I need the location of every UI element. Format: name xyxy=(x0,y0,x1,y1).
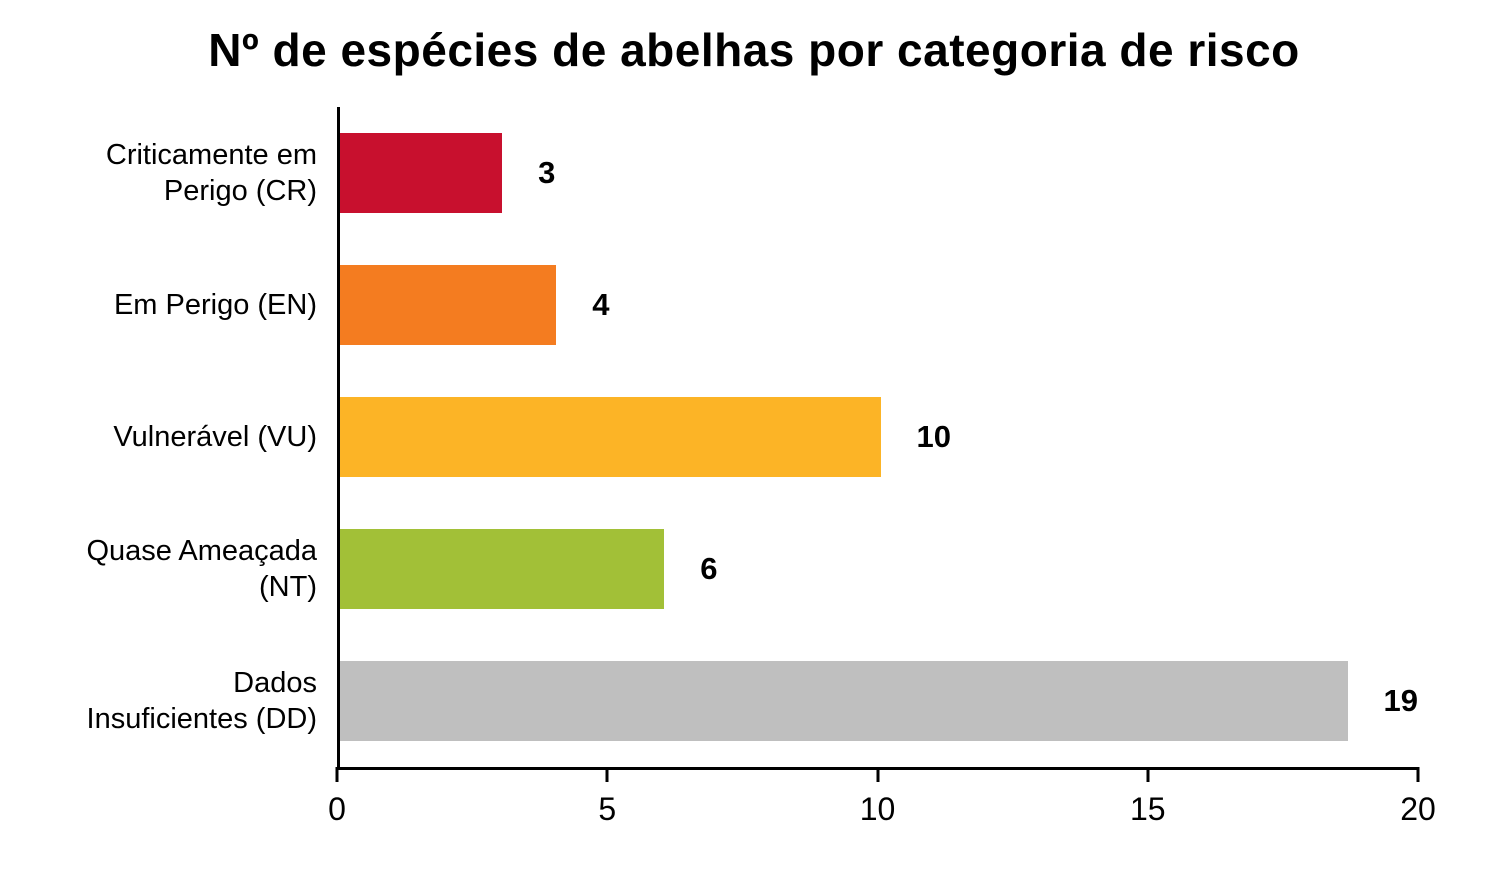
x-tick-mark xyxy=(335,766,339,782)
value-label: 4 xyxy=(592,286,610,322)
bar-track: 3 xyxy=(337,107,1418,239)
bar-row: Criticamente em Perigo (CR) 3 xyxy=(0,107,1418,239)
plot-area: Criticamente em Perigo (CR) 3 Em Perigo (E… xyxy=(0,106,1508,767)
bar-row: Dados Insuficientes (DD) 19 xyxy=(0,635,1418,767)
x-tick-mark xyxy=(1416,766,1420,782)
bar-row: Vulnerável (VU) 10 xyxy=(0,371,1418,503)
value-label: 19 xyxy=(1383,682,1418,718)
bar-row: Quase Ameaçada (NT) 6 xyxy=(0,503,1418,635)
x-tick-label: 0 xyxy=(328,790,346,827)
category-label: Criticamente em Perigo (CR) xyxy=(105,138,317,207)
x-tick-label: 5 xyxy=(598,790,617,827)
category-label: Vulnerável (VU) xyxy=(113,420,317,453)
x-tick-mark xyxy=(1146,766,1150,782)
chart-title: Nº de espécies de abelhas por categoria … xyxy=(208,24,1300,76)
value-label: 10 xyxy=(916,418,951,454)
bar-rows: Criticamente em Perigo (CR) 3 Em Perigo (E… xyxy=(0,107,1418,767)
category-label: Em Perigo (EN) xyxy=(113,288,317,321)
x-axis: 0 5 10 15 20 xyxy=(328,766,1436,863)
bar xyxy=(340,396,881,477)
x-tick-mark xyxy=(876,766,879,782)
bar-track: 19 xyxy=(337,635,1418,767)
x-tick-label: 20 xyxy=(1400,790,1436,827)
bar-row: Em Perigo (EN) 4 xyxy=(0,239,1418,371)
bar-track: 10 xyxy=(337,371,1418,503)
x-tick-label: 10 xyxy=(859,790,896,827)
bar xyxy=(340,264,557,345)
category-label: Quase Ameaçada (NT) xyxy=(86,534,317,603)
value-label: 6 xyxy=(700,550,718,586)
x-tick-mark xyxy=(605,766,609,782)
bar-track: 4 xyxy=(337,239,1418,371)
bar xyxy=(340,660,1348,741)
bar xyxy=(340,132,503,213)
y-axis-line xyxy=(337,106,340,767)
value-label: 3 xyxy=(538,154,556,190)
x-tick-label: 15 xyxy=(1129,790,1166,827)
bar-track: 6 xyxy=(337,503,1418,635)
bar xyxy=(340,528,665,609)
category-label: Dados Insuficientes (DD) xyxy=(86,666,317,735)
